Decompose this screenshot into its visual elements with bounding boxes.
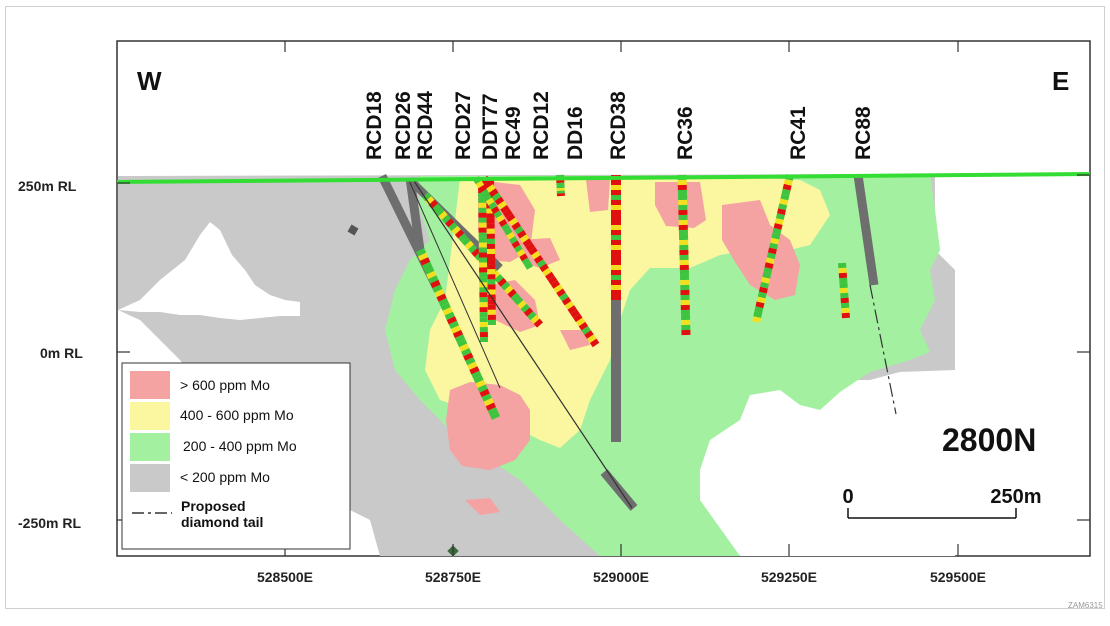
figure-border [5,6,1105,609]
